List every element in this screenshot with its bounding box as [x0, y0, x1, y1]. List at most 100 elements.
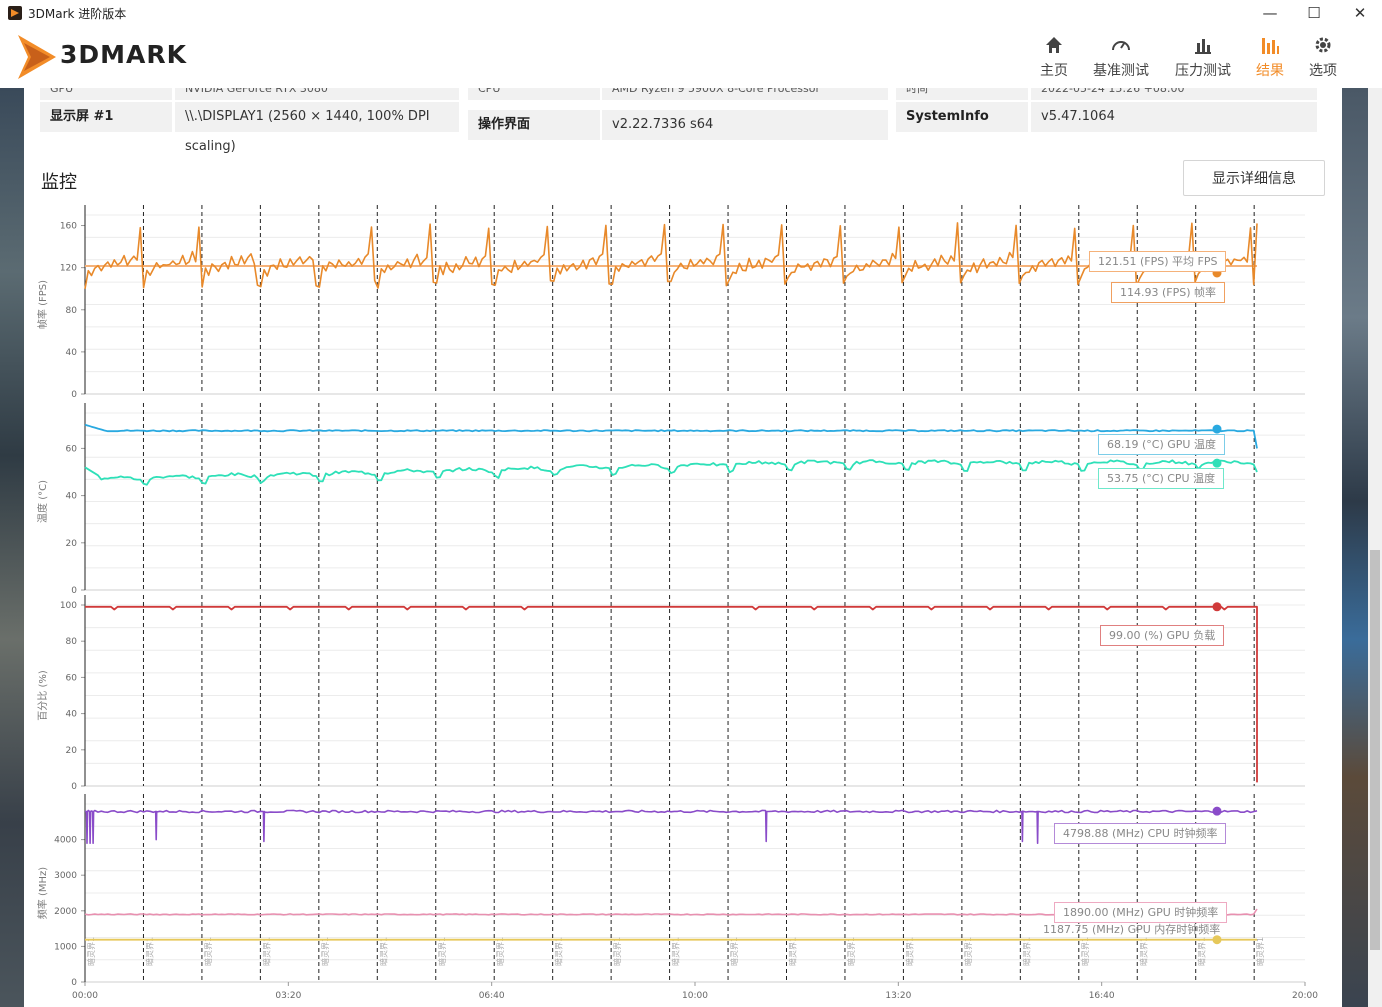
x-tick-label: 03:20: [275, 991, 301, 1001]
phase-marker-label: 暗灵界1: [554, 937, 564, 966]
phase-marker-label: 暗灵界1: [1197, 937, 1207, 966]
y-tick-label: 3000: [54, 871, 77, 881]
phase-marker-label: 暗灵界1: [86, 937, 96, 966]
info-ui-label: 操作界面: [468, 110, 600, 140]
phase-marker-label: 暗灵界1: [963, 937, 973, 966]
nav-results-label: 结果: [1256, 63, 1284, 79]
info-display-value: \\.\DISPLAY1 (2560 × 1440, 100% DPI scal…: [175, 102, 459, 154]
y-tick-label: 1000: [54, 942, 77, 952]
phase-marker-label: 暗灵界1: [261, 937, 271, 966]
x-tick-label: 10:00: [682, 991, 708, 1001]
phase-marker-label: 暗灵界1: [203, 937, 213, 966]
info-display-label: 显示屏 #1: [40, 102, 172, 132]
close-button[interactable]: ✕: [1353, 4, 1367, 22]
monitoring-title: 监控: [41, 172, 77, 193]
tooltip-gpu-load: 99.00 (%) GPU 负载: [1100, 625, 1225, 646]
monitoring-chart: 0 40 80 120 160 帧率 (FPS) 0 20 40 60 温度 (°C) 0 20 40 60…: [36, 205, 1318, 1001]
tooltip-gpu-clock: 1890.00 (MHz) GPU 时钟频率: [1054, 902, 1228, 923]
info-sysinfo-value: v5.47.1064: [1031, 102, 1317, 132]
y-tick-label: 60: [66, 444, 78, 454]
series-gpu-load: [85, 605, 1258, 783]
tooltip-gpu-memory-clock: 1187.75 (MHz) GPU 内存时钟频率: [1043, 923, 1221, 936]
y-axis-label: 温度 (°C): [36, 480, 49, 523]
y-tick-label: 120: [60, 264, 77, 274]
window-title: 3DMark 进阶版本: [28, 7, 127, 21]
nav-benchmarks-label: 基准测试: [1093, 63, 1149, 79]
info-time-value: 2022-05-24 15:26 +08:00: [1031, 88, 1317, 100]
phase-marker-label: 暗灵界1: [846, 937, 856, 966]
series-fps: [84, 222, 1258, 289]
app-icon: [8, 6, 22, 20]
gpu-temperature-marker: [1212, 424, 1222, 434]
info-time-label: 时间: [896, 88, 1028, 100]
phase-marker-label: 暗灵界1: [495, 937, 505, 966]
results-icon: [1262, 38, 1279, 54]
app-header: 3DMARK 主页 基准测试 压力测试 结果 选项: [0, 26, 1382, 88]
title-bar: 3DMark 进阶版本 — ☐ ✕: [0, 0, 1382, 26]
phase-marker-label: 暗灵界1: [144, 937, 154, 966]
phase-marker-label: 暗灵界1: [1255, 937, 1265, 966]
series-cpu-temperature: [84, 459, 1258, 486]
info-sysinfo-label: SystemInfo: [896, 102, 1028, 132]
nav-options[interactable]: 选项: [1290, 34, 1356, 80]
x-tick-label: 16:40: [1089, 991, 1115, 1001]
minimize-button[interactable]: —: [1262, 4, 1278, 22]
phase-marker-label: 暗灵界1: [378, 937, 388, 966]
phase-marker-label: 暗灵界1: [1080, 937, 1090, 966]
gpu-memory-clock-marker: [1212, 935, 1222, 945]
series-cpu-clock: [84, 809, 1258, 844]
background-left: [0, 88, 24, 1007]
cpu-clock-marker: [1212, 806, 1222, 816]
phase-marker-label: 暗灵界1: [788, 937, 798, 966]
series-gpu-temperature: [84, 423, 1258, 449]
logo-icon: [18, 35, 56, 79]
y-tick-label: 0: [71, 978, 77, 988]
y-tick-label: 0: [71, 390, 77, 400]
home-icon: [1046, 37, 1062, 53]
brand-logo: 3DMARK: [60, 40, 187, 69]
y-tick-label: 80: [66, 637, 78, 647]
y-tick-label: 2000: [54, 907, 77, 917]
tooltip-gpu-temperature: 68.19 (°C) GPU 温度: [1098, 434, 1225, 455]
info-ui-value: v2.22.7336 s64: [602, 110, 888, 140]
x-tick-label: 20:00: [1292, 991, 1318, 1001]
phase-marker-label: 暗灵界1: [729, 937, 739, 966]
nav-options-label: 选项: [1309, 63, 1337, 79]
y-tick-label: 20: [66, 746, 78, 756]
x-tick-label: 06:40: [479, 991, 505, 1001]
tooltip-cpu-temperature: 53.75 (°C) CPU 温度: [1098, 468, 1225, 489]
nav-benchmarks[interactable]: 基准测试: [1088, 34, 1154, 80]
phase-marker-label: 暗灵界1: [1138, 937, 1148, 966]
nav-results[interactable]: 结果: [1237, 34, 1303, 80]
y-tick-label: 40: [66, 492, 78, 502]
y-tick-label: 80: [66, 306, 78, 316]
y-axis-label: 频率 (MHz): [36, 867, 49, 919]
y-tick-label: 60: [66, 673, 78, 683]
phase-marker-label: 暗灵界1: [320, 937, 330, 966]
bar-chart-icon: [1195, 39, 1211, 54]
y-tick-label: 40: [66, 348, 78, 358]
tooltip-fps: 114.93 (FPS) 帧率: [1111, 282, 1226, 303]
y-tick-label: 0: [71, 782, 77, 792]
x-tick-label: 13:20: [885, 991, 911, 1001]
phase-marker-label: 暗灵界1: [904, 937, 914, 966]
scrollbar-thumb[interactable]: [1370, 550, 1380, 950]
gear-icon: [1315, 37, 1331, 53]
cpu-temperature-marker: [1212, 458, 1222, 468]
show-details-button[interactable]: 显示详细信息: [1183, 160, 1325, 196]
y-axis-label: 百分比 (%): [37, 670, 49, 721]
y-axis-label: 帧率 (FPS): [36, 280, 49, 329]
maximize-button[interactable]: ☐: [1307, 4, 1321, 22]
nav-home[interactable]: 主页: [1021, 34, 1087, 80]
info-gpu-label: GPU: [40, 88, 172, 100]
nav-home-label: 主页: [1040, 63, 1068, 79]
phase-marker-label: 暗灵界1: [671, 937, 681, 966]
gpu-load-marker: [1212, 602, 1222, 612]
y-tick-label: 40: [66, 710, 78, 720]
info-cpu-value: AMD Ryzen 9 5900X 8-Core Processor: [602, 88, 888, 100]
y-tick-label: 0: [71, 586, 77, 596]
phase-marker-label: 暗灵界1: [612, 937, 622, 966]
background-right: [1342, 88, 1368, 1007]
nav-stress-tests[interactable]: 压力测试: [1170, 34, 1236, 80]
nav-stress-tests-label: 压力测试: [1175, 63, 1231, 79]
